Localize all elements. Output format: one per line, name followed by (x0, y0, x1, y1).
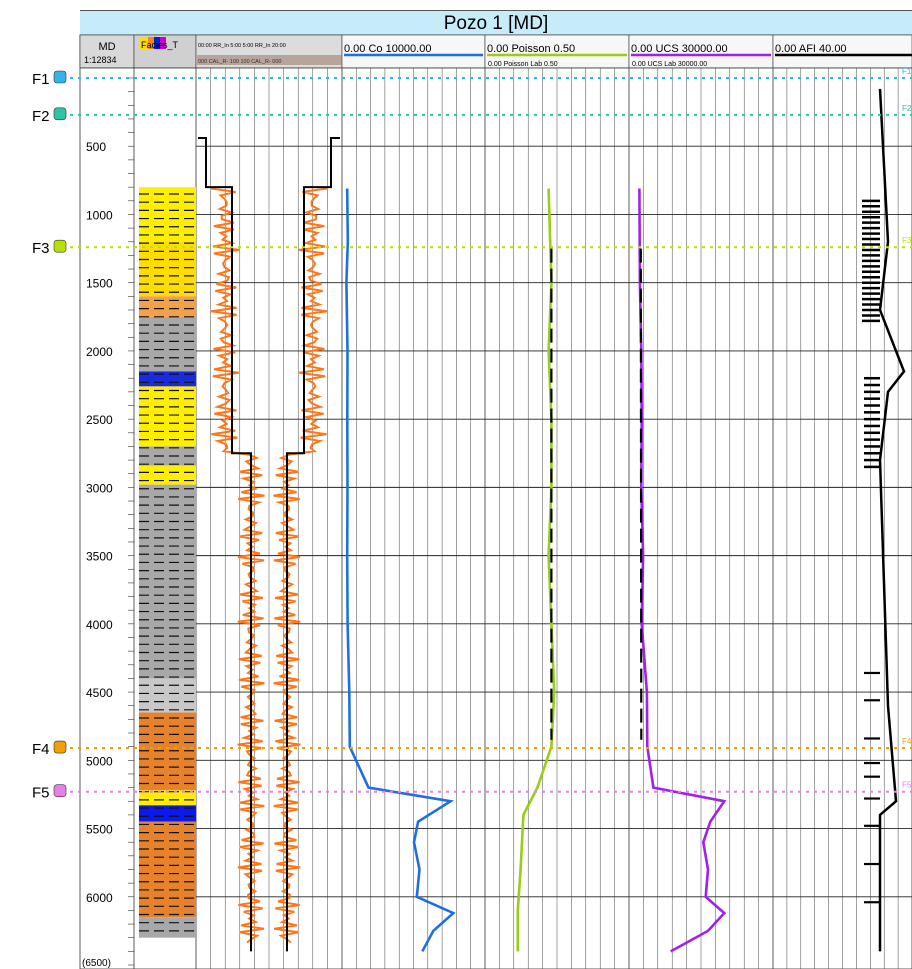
series-poisson-curve (516, 188, 556, 952)
series-ucs-lab-curve (639, 248, 643, 740)
bit-size-step-left (198, 137, 252, 952)
facies-column (139, 187, 196, 938)
track-headers: MD 1:12834 Facies_T 00:00 RR_In 5:00 5:0… (79, 34, 912, 69)
depth-axis: 500 1000 1500 2000 2500 3000 3500 4000 4500 5000 5… (86, 77, 134, 966)
series-co-curve (345, 188, 456, 953)
facies-block (139, 712, 196, 791)
marker-f1-right-label: F1 (902, 67, 912, 76)
co-header-label: 0.00 Co 10000.00 (344, 43, 431, 55)
ucs-header-label: 0.00 UCS 30000.00 (631, 43, 728, 55)
depth-tick-label: 3500 (86, 550, 113, 564)
depth-tick-label: 6000 (86, 891, 113, 905)
track-frames (79, 67, 912, 969)
depth-tick-label: 3000 (86, 481, 113, 495)
bit-size-step-right (286, 137, 340, 952)
depth-tick-label: 2500 (86, 413, 113, 427)
marker-strip (0, 0, 80, 969)
log-curves (198, 88, 906, 953)
marker-f1-label: F1 (32, 71, 50, 88)
marker-f3-icon (53, 239, 67, 253)
marker-f5-label: F5 (32, 785, 50, 802)
facies-block (139, 678, 196, 713)
marker-f3-label: F3 (32, 240, 50, 257)
facies-block (139, 790, 196, 806)
facies-block (139, 241, 196, 297)
depth-tick-label: 4500 (86, 686, 113, 700)
depth-tick-label: 5500 (86, 823, 113, 837)
marker-f4-right-label: F4 (902, 737, 912, 746)
depth-tick-label: 4000 (86, 618, 113, 632)
facies-block (139, 316, 196, 372)
gr-header-label: 00:00 RR_In 5:00 5:00 RR_In 20:00 (198, 43, 286, 49)
marker-f4-label: F4 (32, 741, 50, 758)
facies-block (139, 484, 196, 679)
depth-tick-label: 1500 (86, 277, 113, 291)
facies-header-label: Facies_T (141, 40, 179, 50)
facies-block (139, 446, 196, 466)
marker-f4-icon (53, 740, 67, 754)
facies-block (139, 465, 196, 485)
facies-block (139, 371, 196, 387)
marker-f2-right-label: F2 (902, 104, 912, 113)
marker-f5-right-label: F5 (902, 781, 912, 790)
depth-tick-label: 1000 (86, 208, 113, 222)
scale-label: 1:12834 (84, 55, 117, 65)
depth-footer-label: (6500) (82, 958, 111, 969)
facies-block (139, 805, 196, 822)
facies-block (139, 917, 196, 938)
afi-curve (878, 88, 906, 952)
marker-f1-icon (53, 70, 67, 84)
depth-tick-label: 2000 (86, 345, 113, 359)
poisson-header-label: 0.00 Poisson 0.50 (487, 43, 575, 55)
facies-block (139, 386, 196, 447)
afi-header-label: 0.00 AFI 40.00 (775, 43, 847, 55)
ucs-lab-header-label: 0.00 UCS Lab 30000.00 (632, 61, 707, 68)
marker-f2-label: F2 (32, 108, 50, 125)
gr-sub-header-label: 000 CAL_R- 100 100 CAL_R- 000 (198, 59, 281, 65)
facies-block (139, 296, 196, 317)
poisson-lab-header-label: 0.00 Poisson Lab 0.50 (488, 61, 558, 68)
grid-lines (196, 68, 912, 969)
facies-block (139, 821, 196, 918)
depth-tick-label: 500 (86, 140, 106, 154)
well-title: Pozo 1 [MD] (80, 10, 912, 37)
marker-f3-right-label: F3 (902, 236, 912, 245)
marker-f5-icon (53, 784, 67, 797)
formation-markers: F1 F1 F2 F2 F3 F3 F4 F4 F5 F5 (32, 67, 912, 802)
marker-f2-icon (53, 107, 67, 121)
series-ucs-curve (638, 188, 727, 953)
depth-tick-label: 5000 (86, 754, 113, 768)
md-header-label: MD (98, 41, 115, 53)
